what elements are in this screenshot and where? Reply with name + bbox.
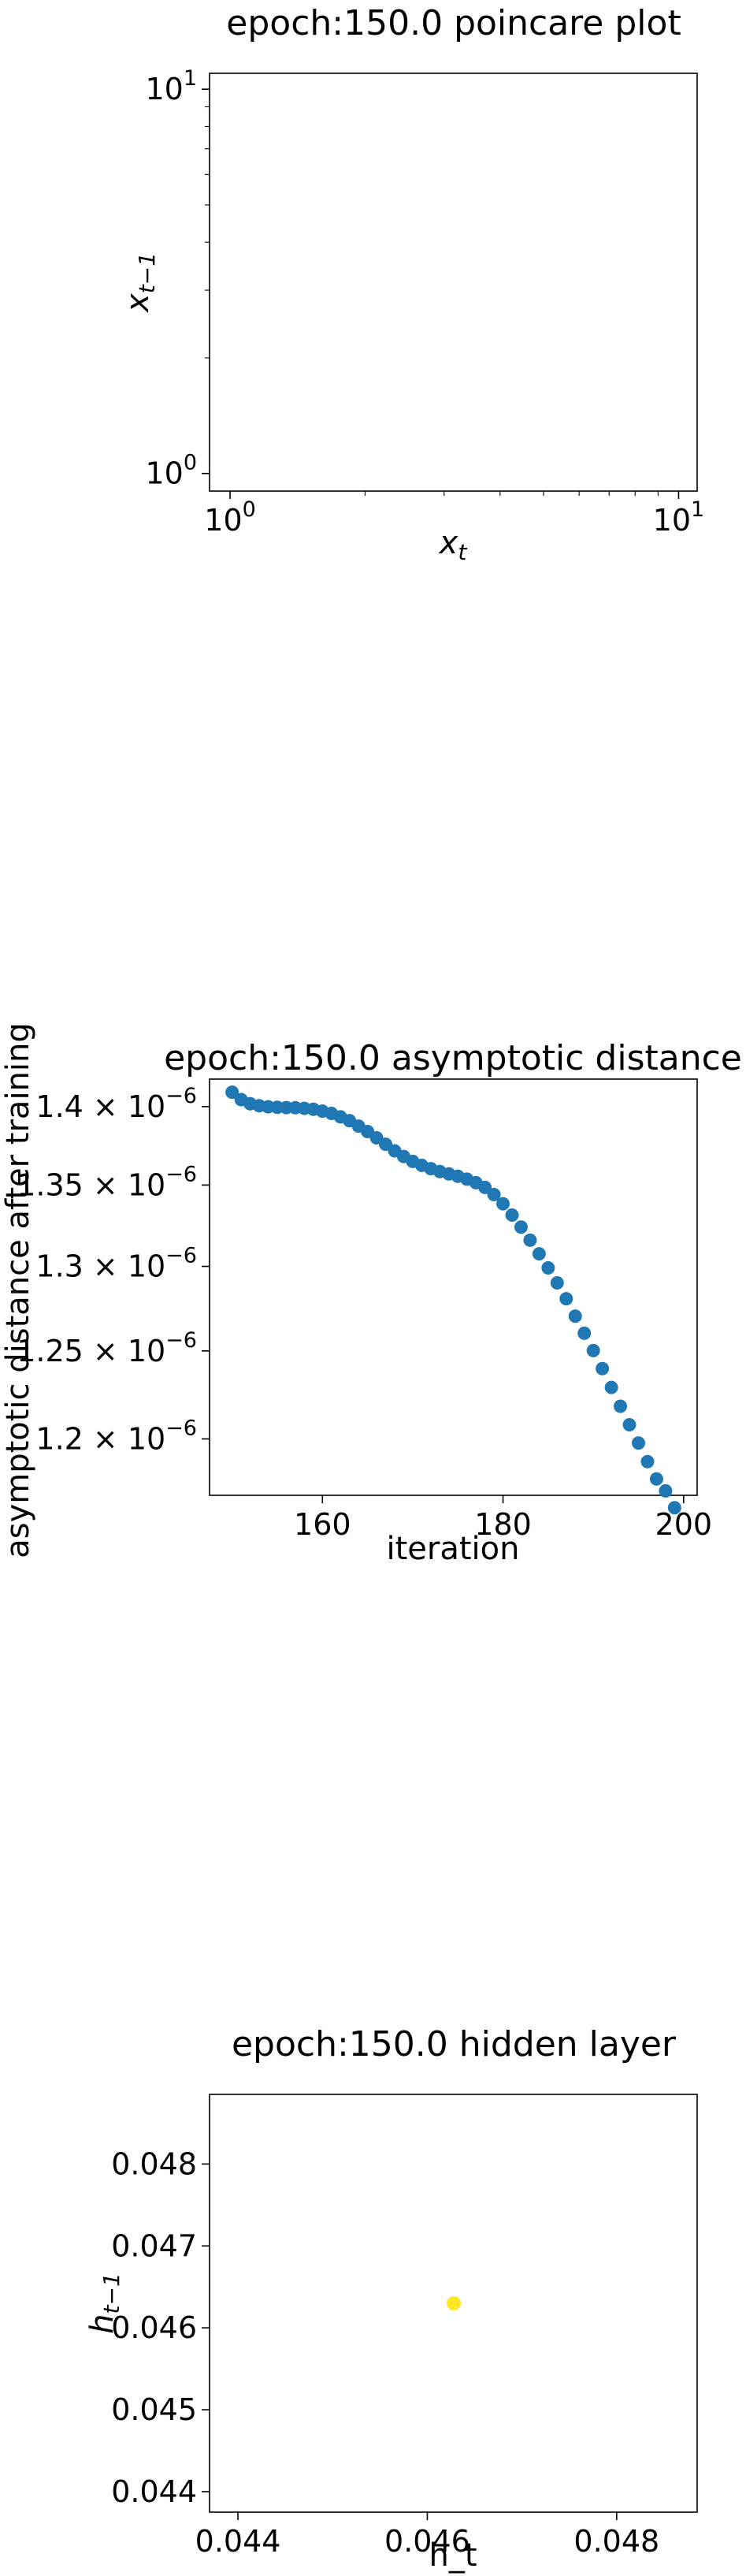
y-axis-label: asymptotic distance after training [0, 1022, 36, 1558]
chart-title: epoch:150.0 hidden layer [232, 2024, 677, 2064]
y-tick-label: 0.046 [111, 2310, 197, 2345]
x-axis-label: xt [438, 525, 468, 565]
plot-frame [209, 1078, 698, 1496]
data-point [496, 1197, 510, 1211]
data-point [586, 1343, 600, 1357]
x-tick-label: 0.048 [573, 2524, 659, 2559]
data-point [640, 1454, 655, 1469]
x-axis-label: h_t [429, 2537, 477, 2574]
y-tick-label: 100 [145, 451, 197, 491]
tick-group: 100 101 100 101 [145, 66, 704, 538]
x-tick-label: 0.044 [195, 2524, 281, 2559]
data-point [559, 1292, 573, 1306]
data-points [225, 1085, 681, 1515]
data-point [541, 1260, 555, 1275]
chart-title: epoch:150.0 asymptotic distance [164, 1038, 742, 1078]
chart-poincare-plot: epoch:150.0 poincare plot 100 101 100 101 x… [120, 3, 704, 565]
data-point [568, 1309, 582, 1323]
data-point [577, 1326, 592, 1340]
y-tick-label: 1.2 × 10−6 [35, 1416, 197, 1456]
data-point [487, 1188, 501, 1202]
x-tick-label: 101 [653, 497, 705, 538]
y-tick-label: 0.044 [111, 2474, 197, 2509]
x-tick-label: 200 [655, 1507, 713, 1542]
data-point [631, 1436, 645, 1450]
data-point [622, 1417, 637, 1431]
chart-asymptotic-distance: epoch:150.0 asymptotic distance 160 180 20… [0, 1022, 742, 1567]
tick-group: 0.044 0.046 0.048 0.048 0.047 0.046 0.045 0.044 [111, 2146, 659, 2559]
data-point [447, 2296, 462, 2310]
y-tick-label: 0.045 [111, 2392, 197, 2427]
data-point [604, 1380, 618, 1394]
x-tick-label: 180 [474, 1507, 532, 1542]
data-point [596, 1361, 610, 1375]
y-tick-label: 0.048 [111, 2146, 197, 2181]
data-point [505, 1208, 519, 1223]
data-point [649, 1472, 663, 1486]
x-tick-label: 100 [204, 497, 256, 538]
x-tick-label: 160 [294, 1507, 351, 1542]
data-point [225, 1085, 239, 1100]
plot-frame [209, 73, 698, 492]
data-points [447, 2296, 462, 2310]
y-tick-label: 1.25 × 10−6 [17, 1328, 197, 1368]
data-point [478, 1180, 492, 1194]
y-tick-label: 101 [145, 66, 197, 106]
x-axis-label: iteration [387, 1531, 520, 1567]
data-point [614, 1399, 628, 1413]
data-point [667, 1501, 681, 1515]
y-axis-label: xt−1 [120, 252, 160, 314]
y-tick-label: 1.35 × 10−6 [17, 1162, 197, 1202]
x-tick-label: 0.046 [384, 2524, 470, 2559]
y-tick-label: 1.4 × 10−6 [35, 1084, 197, 1124]
plot-frame [209, 2094, 698, 2513]
chart-hidden-layer: epoch:150.0 hidden layer 0.044 0.046 0.048… [84, 2024, 698, 2574]
data-point [550, 1275, 564, 1290]
data-point [523, 1233, 537, 1247]
data-point [514, 1220, 528, 1234]
data-point [532, 1247, 546, 1261]
tick-group: 160 180 200 1.4 × 10−6 1.35 × 10−6 1.3 × 10−6… [17, 1084, 712, 1542]
y-tick-label: 0.047 [111, 2228, 197, 2263]
y-tick-label: 1.3 × 10−6 [35, 1244, 197, 1284]
data-point [659, 1483, 673, 1498]
y-axis-label: ht−1 [84, 2273, 124, 2334]
chart-title: epoch:150.0 poincare plot [226, 3, 681, 43]
